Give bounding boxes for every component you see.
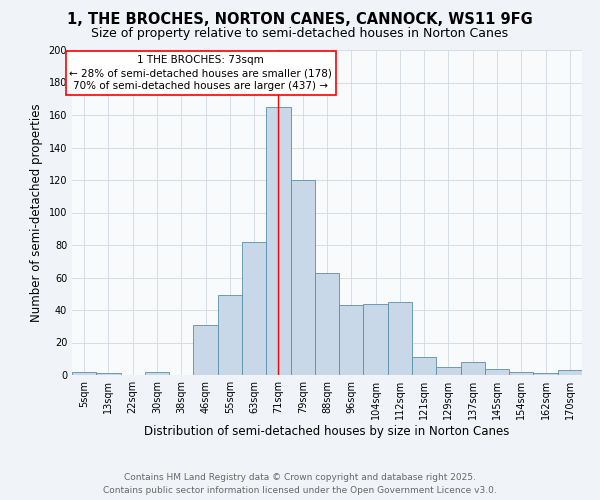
Bar bbox=[242, 242, 266, 375]
Bar bbox=[509, 372, 533, 375]
Bar bbox=[364, 304, 388, 375]
Bar bbox=[412, 357, 436, 375]
Bar bbox=[533, 374, 558, 375]
Text: 1, THE BROCHES, NORTON CANES, CANNOCK, WS11 9FG: 1, THE BROCHES, NORTON CANES, CANNOCK, W… bbox=[67, 12, 533, 28]
Bar bbox=[266, 107, 290, 375]
Bar bbox=[145, 372, 169, 375]
Bar bbox=[485, 368, 509, 375]
Bar bbox=[290, 180, 315, 375]
Bar bbox=[193, 324, 218, 375]
Bar bbox=[461, 362, 485, 375]
Bar bbox=[339, 305, 364, 375]
Bar bbox=[388, 302, 412, 375]
Bar bbox=[218, 296, 242, 375]
Text: 1 THE BROCHES: 73sqm
← 28% of semi-detached houses are smaller (178)
70% of semi: 1 THE BROCHES: 73sqm ← 28% of semi-detac… bbox=[69, 55, 332, 92]
X-axis label: Distribution of semi-detached houses by size in Norton Canes: Distribution of semi-detached houses by … bbox=[145, 424, 509, 438]
Text: Size of property relative to semi-detached houses in Norton Canes: Size of property relative to semi-detach… bbox=[91, 28, 509, 40]
Bar bbox=[315, 272, 339, 375]
Bar bbox=[558, 370, 582, 375]
Bar bbox=[72, 372, 96, 375]
Bar bbox=[436, 367, 461, 375]
Y-axis label: Number of semi-detached properties: Number of semi-detached properties bbox=[30, 103, 43, 322]
Text: Contains HM Land Registry data © Crown copyright and database right 2025.
Contai: Contains HM Land Registry data © Crown c… bbox=[103, 474, 497, 495]
Bar bbox=[96, 374, 121, 375]
